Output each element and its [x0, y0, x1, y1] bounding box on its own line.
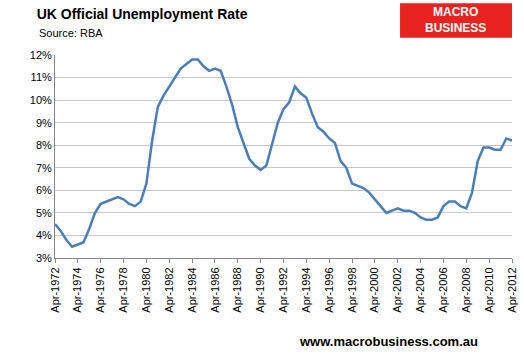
- svg-text:5%: 5%: [36, 207, 52, 219]
- svg-text:Apr-1982: Apr-1982: [163, 267, 175, 312]
- svg-text:www.macrobusiness.com.au: www.macrobusiness.com.au: [299, 334, 478, 349]
- svg-text:4%: 4%: [36, 229, 52, 241]
- svg-text:Apr-1998: Apr-1998: [346, 267, 358, 312]
- svg-text:8%: 8%: [36, 139, 52, 151]
- svg-text:Apr-1992: Apr-1992: [277, 267, 289, 312]
- svg-text:10%: 10%: [30, 94, 52, 106]
- svg-text:9%: 9%: [36, 117, 52, 129]
- svg-text:Apr-1978: Apr-1978: [117, 267, 129, 312]
- svg-text:Apr-2002: Apr-2002: [391, 267, 403, 312]
- svg-text:Apr-2004: Apr-2004: [414, 267, 426, 312]
- svg-text:Apr-1974: Apr-1974: [71, 267, 83, 312]
- svg-text:11%: 11%: [31, 71, 52, 83]
- svg-text:Apr-1990: Apr-1990: [254, 267, 266, 312]
- svg-text:Apr-2000: Apr-2000: [368, 267, 380, 312]
- svg-text:Apr-1976: Apr-1976: [94, 267, 106, 312]
- svg-text:Apr-1972: Apr-1972: [49, 267, 61, 312]
- svg-text:UK Official Unemployment Rate: UK Official Unemployment Rate: [37, 6, 248, 22]
- svg-text:Apr-1988: Apr-1988: [231, 267, 243, 312]
- svg-text:12%: 12%: [30, 49, 52, 61]
- svg-text:Apr-2010: Apr-2010: [483, 267, 495, 312]
- svg-text:Apr-2006: Apr-2006: [437, 267, 449, 312]
- svg-text:7%: 7%: [36, 162, 52, 174]
- svg-text:Apr-2012: Apr-2012: [506, 267, 518, 312]
- svg-text:Source: RBA: Source: RBA: [39, 27, 103, 39]
- svg-text:Apr-1984: Apr-1984: [186, 267, 198, 312]
- svg-text:Apr-1980: Apr-1980: [140, 267, 152, 312]
- svg-text:Apr-2008: Apr-2008: [460, 267, 472, 312]
- svg-text:Apr-1986: Apr-1986: [209, 267, 221, 312]
- svg-text:3%: 3%: [36, 252, 52, 264]
- svg-text:Apr-1994: Apr-1994: [300, 267, 312, 312]
- svg-text:Apr-1996: Apr-1996: [323, 267, 335, 312]
- svg-text:MACROBUSINESS: MACROBUSINESS: [425, 5, 486, 35]
- svg-text:6%: 6%: [36, 184, 52, 196]
